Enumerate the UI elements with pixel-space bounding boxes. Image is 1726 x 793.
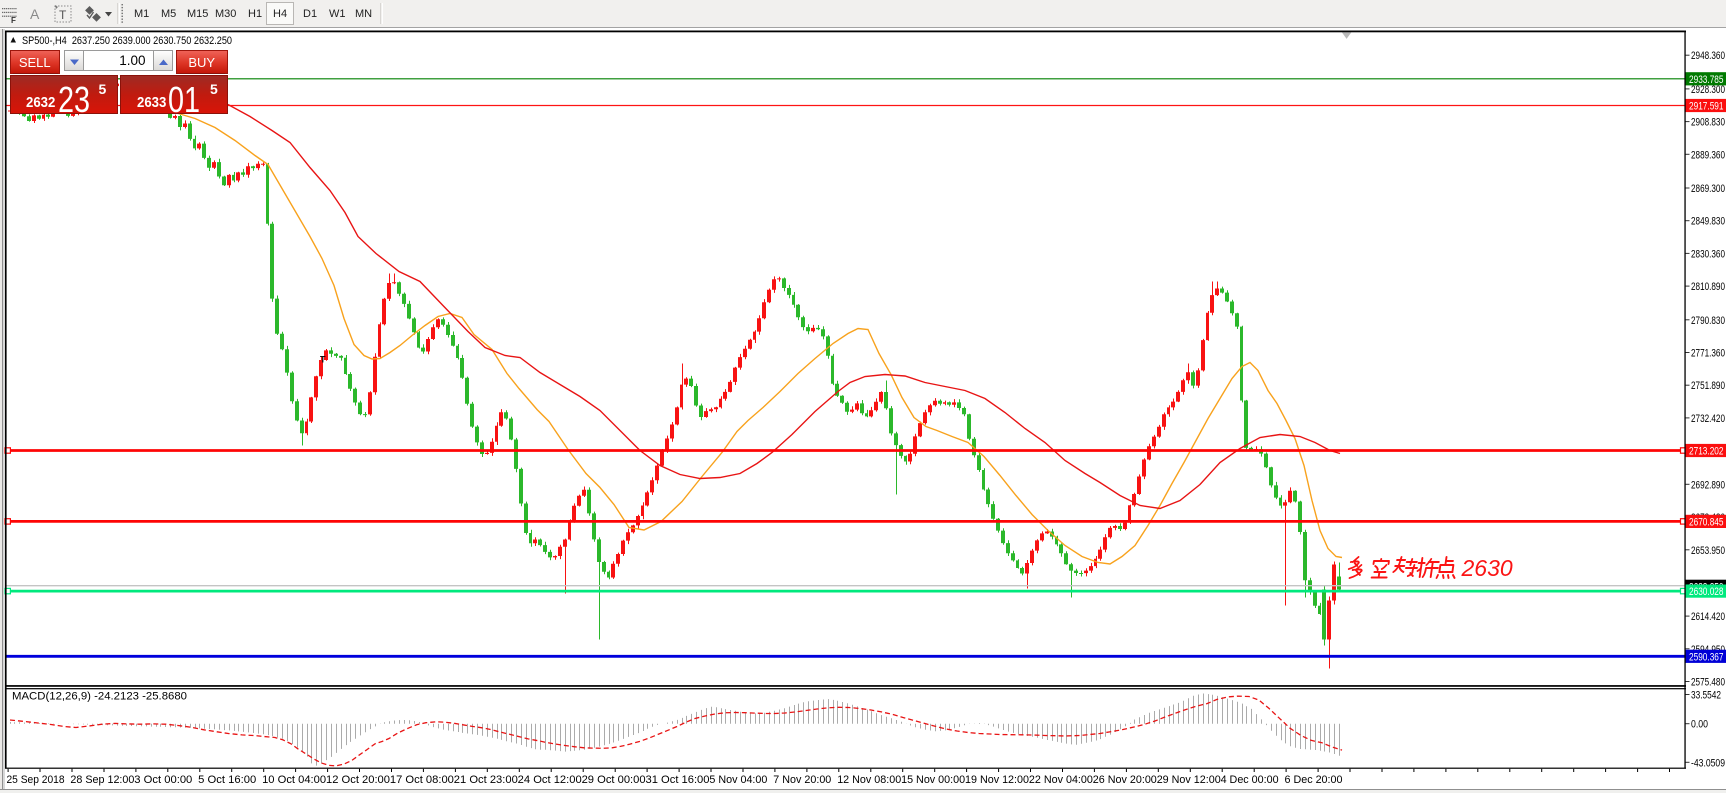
- svg-text:T: T: [59, 8, 67, 22]
- svg-text:2948.360: 2948.360: [1691, 50, 1725, 62]
- svg-text:3 Oct 00:00: 3 Oct 00:00: [134, 773, 192, 785]
- svg-text:-43.0509: -43.0509: [1691, 757, 1725, 769]
- svg-text:2869.300: 2869.300: [1691, 183, 1725, 195]
- svg-text:6 Dec 20:00: 6 Dec 20:00: [1285, 773, 1343, 785]
- svg-text:12 Nov 08:00: 12 Nov 08:00: [837, 773, 901, 785]
- svg-text:2692.890: 2692.890: [1691, 479, 1725, 491]
- svg-text:22 Nov 04:00: 22 Nov 04:00: [1029, 773, 1093, 785]
- svg-text:15 Nov 00:00: 15 Nov 00:00: [901, 773, 965, 785]
- svg-text:2849.830: 2849.830: [1691, 215, 1725, 227]
- svg-text:2653.950: 2653.950: [1691, 544, 1725, 556]
- svg-text:12 Oct 20:00: 12 Oct 20:00: [326, 773, 390, 785]
- svg-text:2810.890: 2810.890: [1691, 281, 1725, 293]
- svg-text:T: T: [320, 354, 326, 364]
- svg-text:17 Oct 08:00: 17 Oct 08:00: [390, 773, 454, 785]
- svg-text:29 Nov 12:00: 29 Nov 12:00: [1157, 773, 1221, 785]
- svg-text:2928.300: 2928.300: [1691, 83, 1725, 95]
- svg-text:28 Sep 12:00: 28 Sep 12:00: [70, 773, 134, 785]
- svg-text:29 Oct 00:00: 29 Oct 00:00: [582, 773, 646, 785]
- svg-text:A: A: [30, 6, 40, 22]
- svg-text:2713.202: 2713.202: [1689, 445, 1724, 457]
- svg-text:2790.830: 2790.830: [1691, 314, 1725, 326]
- svg-text:2933.785: 2933.785: [1689, 73, 1724, 85]
- svg-text:2908.830: 2908.830: [1691, 116, 1725, 128]
- svg-text:2771.360: 2771.360: [1691, 347, 1725, 359]
- svg-text:2630: 2630: [1461, 555, 1513, 581]
- svg-text:2917.591: 2917.591: [1689, 100, 1724, 112]
- svg-text:0.00: 0.00: [1691, 718, 1708, 730]
- svg-text:5 Oct 16:00: 5 Oct 16:00: [198, 773, 256, 785]
- svg-text:2575.480: 2575.480: [1691, 676, 1725, 688]
- svg-text:2732.420: 2732.420: [1691, 412, 1725, 424]
- svg-text:33.5542: 33.5542: [1691, 689, 1721, 701]
- svg-text:10 Oct 04:00: 10 Oct 04:00: [262, 773, 326, 785]
- svg-text:2889.360: 2889.360: [1691, 149, 1725, 161]
- svg-text:SP500-,H4 2637.250 2639.000 2: SP500-,H4 2637.250 2639.000 2630.750 263…: [22, 35, 232, 47]
- svg-text:MACD(12,26,9) -24.2123 -25.868: MACD(12,26,9) -24.2123 -25.8680: [12, 690, 187, 702]
- svg-text:5 Nov 04:00: 5 Nov 04:00: [709, 773, 767, 785]
- svg-text:4 Dec 00:00: 4 Dec 00:00: [1221, 773, 1279, 785]
- svg-text:F: F: [11, 16, 16, 25]
- svg-text:2830.360: 2830.360: [1691, 248, 1725, 260]
- svg-text:2670.845: 2670.845: [1689, 516, 1724, 528]
- svg-text:26 Nov 20:00: 26 Nov 20:00: [1093, 773, 1157, 785]
- svg-text:31 Oct 16:00: 31 Oct 16:00: [646, 773, 710, 785]
- svg-text:2614.420: 2614.420: [1691, 611, 1725, 623]
- svg-text:7 Nov 20:00: 7 Nov 20:00: [773, 773, 831, 785]
- svg-text:19 Nov 12:00: 19 Nov 12:00: [965, 773, 1029, 785]
- svg-text:21 Oct 23:00: 21 Oct 23:00: [454, 773, 518, 785]
- svg-text:25 Sep 2018: 25 Sep 2018: [7, 773, 65, 785]
- svg-text:2630.028: 2630.028: [1689, 586, 1724, 598]
- svg-text:24 Oct 12:00: 24 Oct 12:00: [518, 773, 582, 785]
- svg-text:2751.890: 2751.890: [1691, 380, 1725, 392]
- svg-text:2590.367: 2590.367: [1689, 651, 1724, 663]
